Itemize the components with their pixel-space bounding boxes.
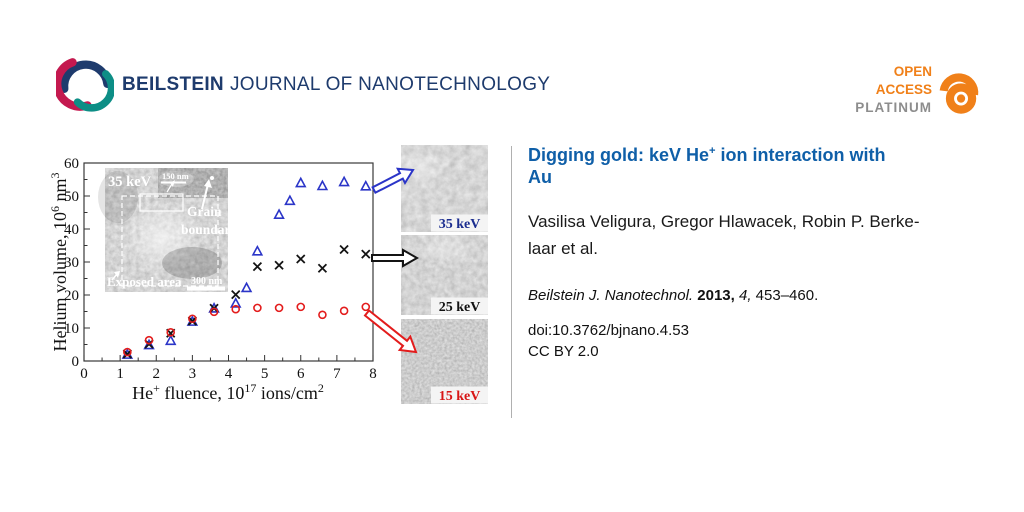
logo-arc-teal	[73, 70, 114, 112]
micrograph-25kev-label-box	[431, 297, 488, 315]
x-axis-label: He+ fluence, 1017 ions/cm2	[132, 381, 324, 403]
grain-label-line2: boundary	[181, 222, 238, 237]
region-arrow	[166, 183, 173, 193]
micrograph-25kev-highlight	[412, 233, 480, 265]
article-info: Digging gold: keV He+ ion interaction wi…	[528, 144, 960, 362]
svg-text:40: 40	[64, 222, 79, 238]
svg-text:30: 30	[64, 255, 79, 271]
arrow-to-35kev	[371, 167, 415, 195]
citation-pages: 453–460.	[755, 287, 819, 304]
micrograph-35kev-label: 35 keV	[439, 217, 481, 232]
sem-inset-image: 35 keV 150 nm Grain boundary Exposed are…	[98, 168, 238, 292]
micrograph-25kev: 25 keV	[400, 233, 489, 316]
article-authors: Vasilisa Veligura, Gregor Hlawacek, Robi…	[528, 208, 960, 262]
exposed-area-arrowhead	[114, 271, 120, 278]
svg-text:4: 4	[225, 366, 233, 382]
sem-bright-blob	[120, 200, 204, 276]
arrow-to-25kev	[371, 248, 420, 268]
beilstein-logo-icon	[56, 58, 114, 112]
exposed-area-label: Exposed area	[107, 274, 182, 289]
series-15-kev	[123, 302, 371, 357]
lock-shackle	[939, 73, 979, 96]
micrograph-15kev: 15 keV	[400, 318, 489, 405]
article-title[interactable]: Digging gold: keV He+ ion interaction wi…	[528, 144, 960, 188]
svg-text:10: 10	[64, 321, 79, 337]
svg-text:1: 1	[116, 366, 124, 382]
svg-text:8: 8	[369, 366, 377, 382]
lock-keyhole	[956, 94, 966, 103]
micrograph-15kev-label: 15 keV	[439, 389, 481, 404]
superscript-plus: +	[709, 145, 716, 157]
inset-energy-label: 35 keV	[108, 174, 152, 190]
svg-text:6: 6	[297, 366, 305, 382]
logo-arc-navy	[60, 60, 112, 93]
graphical-abstract-figure: 0 1 2 3 4 5 6 7 8 0 10 20 30 40 50 60 He+ fluence, 101…	[50, 144, 489, 405]
grain-boundary-arrowhead	[204, 179, 212, 188]
arrow-to-15kev	[363, 309, 418, 354]
open-access-line2: ACCESS	[875, 82, 932, 97]
svg-text:0: 0	[72, 354, 80, 370]
svg-text:50: 50	[64, 189, 79, 205]
inset-scale-top-bar	[161, 181, 186, 184]
micrograph-35kev: 35 keV	[396, 144, 489, 233]
article-title-line1: Digging gold: keV He+ ion interaction wi…	[528, 145, 886, 165]
svg-text:2: 2	[153, 366, 161, 382]
open-access-line3: PLATINUM	[855, 100, 932, 115]
inset-scale-bottom-label: 300 nm	[191, 276, 223, 287]
authors-line2: laar et al.	[528, 239, 598, 258]
journal-banner: BEILSTEIN JOURNAL OF NANOTECHNOLOGY	[122, 74, 550, 96]
svg-text:20: 20	[64, 288, 79, 304]
article-doi[interactable]: doi:10.3762/bjnano.4.53	[528, 322, 689, 339]
citation-year: 2013,	[697, 287, 739, 304]
y-axis-ticks: 0 10 20 30 40 50 60	[64, 156, 90, 370]
scatter-series-layer	[121, 175, 372, 359]
inset-scale-bottom-bar	[187, 286, 225, 291]
open-access-lock-icon	[939, 73, 979, 114]
exposed-area-dashed-box	[121, 195, 219, 287]
magnified-region-box	[139, 193, 184, 212]
micrograph-15kev-label-box	[431, 386, 488, 404]
authors-line1: Vasilisa Veligura, Gregor Hlawacek, Robi…	[528, 212, 920, 231]
open-access-line1: OPEN	[893, 64, 932, 79]
svg-text:3: 3	[189, 366, 197, 382]
svg-text:0: 0	[80, 366, 88, 382]
article-citation: Beilstein J. Nanotechnol. 2013, 4, 453–4…	[528, 286, 960, 305]
grain-label-line1: Grain	[187, 204, 222, 219]
sem-dark-patch	[162, 247, 222, 279]
grain-boundary-arrow	[201, 183, 209, 210]
svg-text:7: 7	[333, 366, 341, 382]
y-axis-label: Helium volume, 106 nm3	[50, 173, 70, 352]
article-license: CC BY 2.0	[528, 343, 599, 360]
sem-shade	[98, 171, 138, 223]
open-access-badge: OPEN ACCESS PLATINUM	[855, 63, 932, 117]
subinset-bright-dot	[210, 176, 214, 180]
citation-journal: Beilstein J. Nanotechnol.	[528, 287, 698, 304]
x-axis-ticks: 0 1 2 3 4 5 6 7 8	[80, 355, 377, 382]
article-title-line2: Au	[528, 167, 552, 187]
journal-name: JOURNAL OF NANOTECHNOLOGY	[229, 74, 551, 95]
micrograph-35kev-label-box	[431, 214, 488, 232]
inset-scale-top-label: 150 nm	[162, 171, 189, 181]
micrograph-25kev-label: 25 keV	[439, 300, 481, 315]
citation-volume: 4,	[738, 287, 756, 304]
brand-name: BEILSTEIN	[122, 74, 224, 95]
svg-text:60: 60	[64, 156, 79, 172]
vertical-divider	[511, 146, 512, 418]
svg-text:5: 5	[261, 366, 269, 382]
